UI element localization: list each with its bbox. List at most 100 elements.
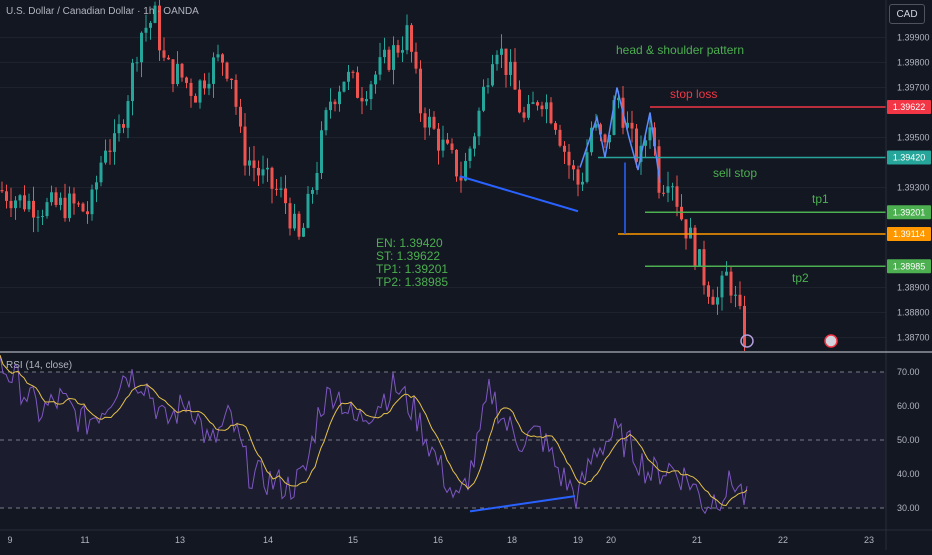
candle-body	[536, 102, 539, 106]
candle-body	[576, 169, 580, 185]
candle-body	[194, 95, 197, 103]
candle-body	[491, 64, 494, 86]
candle-body	[140, 32, 143, 63]
time-tick-label: 18	[507, 535, 517, 545]
time-tick-label: 23	[864, 535, 874, 545]
candle-body	[567, 151, 571, 166]
candle-body	[513, 61, 517, 90]
price-level-badge	[887, 205, 931, 220]
candle-body	[176, 63, 179, 85]
candle-body	[477, 110, 481, 137]
price-level-label: 1.39114	[893, 229, 925, 239]
candle-body	[59, 197, 62, 205]
price-tick-label: 1.39900	[897, 33, 930, 43]
trade-info-line: EN: 1.39420	[376, 236, 443, 250]
price-level-badge	[887, 259, 931, 274]
candle-body	[414, 51, 418, 69]
candle-body	[90, 189, 94, 215]
rsi-tick-label: 60.00	[897, 401, 920, 411]
grid-layer	[0, 37, 886, 338]
rsi-tick-label: 50.00	[897, 435, 920, 445]
candle-body	[180, 63, 184, 78]
time-tick-label: 19	[573, 535, 583, 545]
chart-title: U.S. Dollar / Canadian Dollar · 1h · OAN…	[6, 6, 199, 17]
currency-button[interactable]: CAD	[889, 4, 925, 24]
candle-body	[459, 176, 463, 181]
candle-body	[684, 219, 688, 239]
candle-body	[81, 203, 85, 212]
candle-body	[648, 127, 652, 141]
candle-body	[243, 126, 247, 166]
price-tick-label: 1.39800	[897, 58, 930, 68]
candle-body	[734, 294, 737, 296]
candle-body	[216, 54, 220, 58]
rsi-pane	[0, 354, 886, 515]
candle-body	[338, 91, 341, 105]
candle-body	[68, 193, 71, 219]
candle-body	[675, 186, 679, 207]
candle-body	[626, 122, 629, 128]
candle-body	[41, 216, 44, 218]
price-tick-label: 1.38800	[897, 308, 930, 318]
candle-body	[374, 74, 377, 85]
candle-body	[423, 113, 427, 128]
candle-body	[315, 173, 319, 190]
candle-body	[95, 182, 98, 190]
candle-body	[230, 78, 233, 81]
candle-body	[522, 112, 526, 118]
candle-body	[54, 192, 58, 205]
candle-body	[716, 297, 719, 305]
candle-body	[117, 124, 121, 134]
candle-body	[144, 27, 148, 33]
candle-body	[599, 124, 602, 135]
candle-body	[698, 249, 701, 266]
rsi-tick-label: 30.00	[897, 503, 920, 513]
time-tick-label: 14	[263, 535, 273, 545]
trade-info-line: TP2: 1.38985	[376, 275, 448, 289]
candle-body	[131, 62, 134, 102]
lightning-event-icon	[740, 334, 754, 348]
candle-body	[410, 25, 413, 52]
candle-body	[77, 203, 80, 205]
time-tick-label: 20	[606, 535, 616, 545]
candle-body	[104, 150, 107, 163]
candle-body	[18, 195, 22, 201]
candle-body	[464, 160, 467, 181]
us-flag-event-icon	[824, 334, 838, 348]
candle-body	[333, 101, 337, 105]
candle-body	[630, 122, 634, 129]
candle-body	[126, 101, 130, 128]
candle-body	[527, 103, 530, 118]
candle-body	[392, 45, 395, 70]
candle-body	[531, 102, 535, 104]
rsi-title: RSI (14, close)	[6, 360, 73, 371]
drawings-layer: head & shoulder pattern stop loss sell sto…	[376, 43, 886, 348]
candle-body	[293, 213, 296, 229]
candle-body	[500, 48, 503, 55]
candle-body	[50, 192, 53, 203]
stop-loss-label: stop loss	[670, 87, 717, 101]
candle-body	[450, 143, 454, 150]
candle-body	[504, 48, 508, 75]
candle-body	[203, 80, 206, 89]
candle-body	[563, 145, 566, 152]
candle-body	[495, 54, 499, 65]
price-tick-label: 1.39700	[897, 83, 930, 93]
candle-body	[387, 49, 391, 70]
candle-body	[657, 146, 661, 193]
candle-body	[162, 50, 166, 58]
candle-body	[680, 206, 683, 220]
candle-body	[666, 186, 670, 193]
candle-body	[585, 152, 589, 182]
candle-body	[297, 213, 301, 237]
candle-body	[248, 160, 251, 166]
time-tick-label: 15	[348, 535, 358, 545]
candle-body	[401, 50, 404, 53]
candle-body	[5, 191, 8, 201]
pattern-label: head & shoulder pattern	[616, 43, 744, 57]
candle-body	[725, 271, 728, 276]
candle-body	[518, 89, 521, 113]
